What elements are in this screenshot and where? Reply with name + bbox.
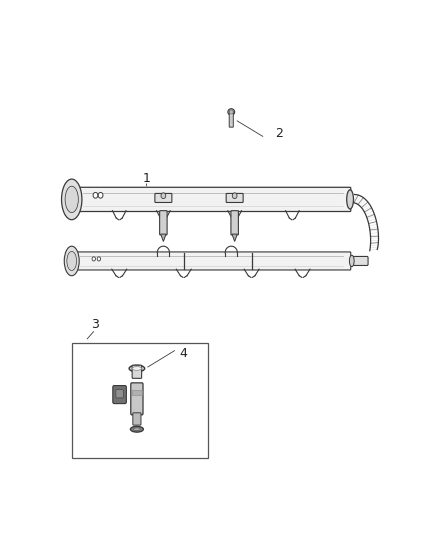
Bar (132, 390, 142, 395)
FancyBboxPatch shape (226, 193, 243, 203)
FancyBboxPatch shape (131, 383, 143, 415)
Circle shape (232, 193, 237, 199)
Ellipse shape (229, 110, 233, 114)
Ellipse shape (129, 365, 145, 372)
FancyBboxPatch shape (155, 193, 172, 203)
FancyBboxPatch shape (231, 211, 238, 235)
FancyBboxPatch shape (71, 252, 351, 270)
Ellipse shape (61, 179, 82, 220)
FancyBboxPatch shape (71, 187, 351, 212)
FancyBboxPatch shape (229, 111, 233, 127)
FancyBboxPatch shape (351, 256, 368, 265)
Circle shape (93, 192, 98, 198)
FancyBboxPatch shape (116, 390, 124, 398)
Polygon shape (232, 234, 237, 241)
Ellipse shape (131, 426, 143, 432)
Ellipse shape (132, 367, 141, 370)
Text: 4: 4 (180, 347, 187, 360)
Ellipse shape (350, 255, 354, 266)
FancyBboxPatch shape (133, 413, 141, 425)
Polygon shape (161, 234, 166, 241)
Circle shape (161, 193, 166, 199)
Ellipse shape (347, 190, 353, 209)
Text: 1: 1 (142, 172, 150, 185)
Circle shape (92, 257, 95, 261)
Bar (72, 343, 208, 458)
FancyBboxPatch shape (113, 385, 127, 403)
Text: 2: 2 (275, 127, 283, 140)
Ellipse shape (67, 252, 77, 271)
FancyBboxPatch shape (159, 211, 167, 235)
Circle shape (97, 257, 101, 261)
Ellipse shape (64, 246, 79, 276)
Text: 3: 3 (92, 318, 99, 331)
Ellipse shape (228, 109, 235, 115)
Ellipse shape (65, 186, 78, 213)
Circle shape (98, 192, 103, 198)
FancyBboxPatch shape (132, 365, 141, 378)
Ellipse shape (134, 428, 140, 431)
